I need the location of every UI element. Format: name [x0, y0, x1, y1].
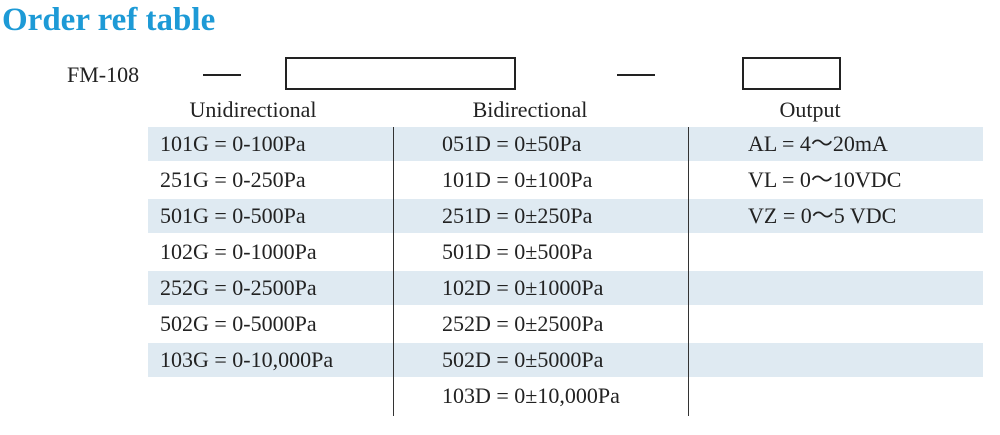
list-item: AL = 4～20mA: [748, 131, 888, 156]
page-title: Order ref table: [2, 2, 216, 38]
output-code-box: [742, 57, 841, 90]
list-item: 101D = 0±100Pa: [442, 167, 593, 192]
table-row-band: [148, 127, 983, 161]
column-divider: [393, 127, 394, 416]
unidirectional-header: Unidirectional: [189, 97, 317, 122]
list-item: 101G = 0-100Pa: [160, 131, 306, 156]
bidirectional-header: Bidirectional: [472, 97, 588, 122]
list-item: 103G = 0-10,000Pa: [160, 347, 334, 372]
list-item: 102G = 0-1000Pa: [160, 239, 317, 264]
output-header: Output: [779, 97, 841, 122]
list-item: 102D = 0±1000Pa: [442, 275, 604, 300]
list-item: 251D = 0±250Pa: [442, 203, 593, 228]
list-item: 501D = 0±500Pa: [442, 239, 593, 264]
list-item: 252G = 0-2500Pa: [160, 275, 317, 300]
table-row-band: [148, 199, 983, 233]
table-row-band: [148, 343, 983, 377]
list-item: 251G = 0-250Pa: [160, 167, 306, 192]
range-code-box: [285, 57, 516, 90]
list-item: 501G = 0-500Pa: [160, 203, 306, 228]
separator-dash: [617, 74, 655, 76]
list-item: 502G = 0-5000Pa: [160, 311, 317, 336]
column-divider: [688, 127, 689, 416]
list-item: VL = 0～10VDC: [748, 167, 902, 192]
list-item: 051D = 0±50Pa: [442, 131, 582, 156]
list-item: 252D = 0±2500Pa: [442, 311, 604, 336]
list-item: 502D = 0±5000Pa: [442, 347, 604, 372]
separator-dash: [203, 74, 241, 76]
table-row-band: [148, 271, 983, 305]
list-item: VZ = 0～5 VDC: [748, 203, 897, 228]
list-item: 103D = 0±10,000Pa: [442, 383, 620, 408]
model-code: FM-108: [67, 62, 140, 87]
